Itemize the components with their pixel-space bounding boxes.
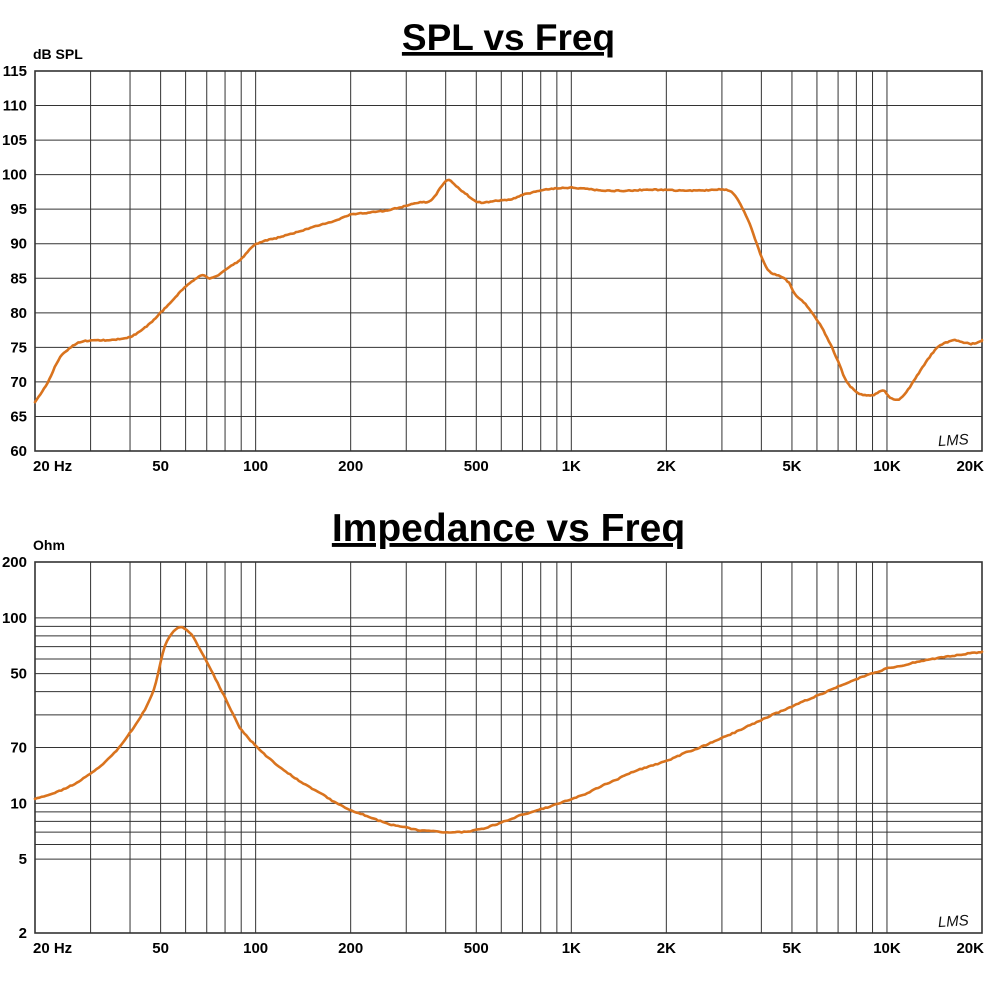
svg-text:LMS: LMS — [937, 431, 969, 450]
svg-text:50: 50 — [10, 666, 27, 683]
svg-text:SPL vs Freq: SPL vs Freq — [402, 17, 615, 58]
svg-text:2K: 2K — [657, 940, 676, 957]
svg-text:50: 50 — [152, 940, 169, 957]
svg-text:5: 5 — [19, 851, 27, 868]
svg-text:20 Hz: 20 Hz — [33, 940, 72, 957]
svg-text:20K: 20K — [956, 940, 984, 957]
svg-text:200: 200 — [2, 554, 27, 571]
svg-text:500: 500 — [464, 458, 489, 475]
svg-text:70: 70 — [10, 374, 27, 391]
svg-text:2: 2 — [19, 925, 27, 942]
svg-text:90: 90 — [10, 236, 27, 253]
svg-text:10: 10 — [10, 795, 27, 812]
svg-text:100: 100 — [243, 458, 268, 475]
svg-text:100: 100 — [243, 940, 268, 957]
svg-text:5K: 5K — [782, 458, 801, 475]
svg-text:80: 80 — [10, 305, 27, 322]
svg-text:5K: 5K — [782, 940, 801, 957]
svg-text:85: 85 — [10, 270, 27, 287]
svg-text:60: 60 — [10, 443, 27, 460]
svg-text:105: 105 — [2, 132, 27, 149]
svg-text:Ohm: Ohm — [33, 537, 65, 553]
svg-text:200: 200 — [338, 940, 363, 957]
svg-text:20K: 20K — [956, 458, 984, 475]
svg-text:10K: 10K — [873, 458, 901, 475]
svg-text:LMS: LMS — [937, 912, 969, 931]
svg-text:100: 100 — [2, 167, 27, 184]
svg-text:20 Hz: 20 Hz — [33, 458, 72, 475]
svg-text:115: 115 — [3, 63, 27, 80]
svg-text:2K: 2K — [657, 458, 676, 475]
svg-text:100: 100 — [2, 610, 27, 627]
svg-text:75: 75 — [10, 339, 27, 356]
svg-text:50: 50 — [152, 458, 169, 475]
svg-text:200: 200 — [338, 458, 363, 475]
svg-text:1K: 1K — [562, 940, 581, 957]
svg-text:95: 95 — [10, 201, 27, 218]
svg-text:1K: 1K — [562, 458, 581, 475]
svg-text:dB SPL: dB SPL — [33, 46, 83, 62]
svg-text:500: 500 — [464, 940, 489, 957]
svg-text:110: 110 — [3, 98, 27, 115]
svg-text:70: 70 — [10, 740, 27, 757]
svg-text:Impedance vs Freq: Impedance vs Freq — [332, 507, 685, 550]
svg-text:10K: 10K — [873, 940, 901, 957]
svg-text:65: 65 — [10, 408, 27, 425]
